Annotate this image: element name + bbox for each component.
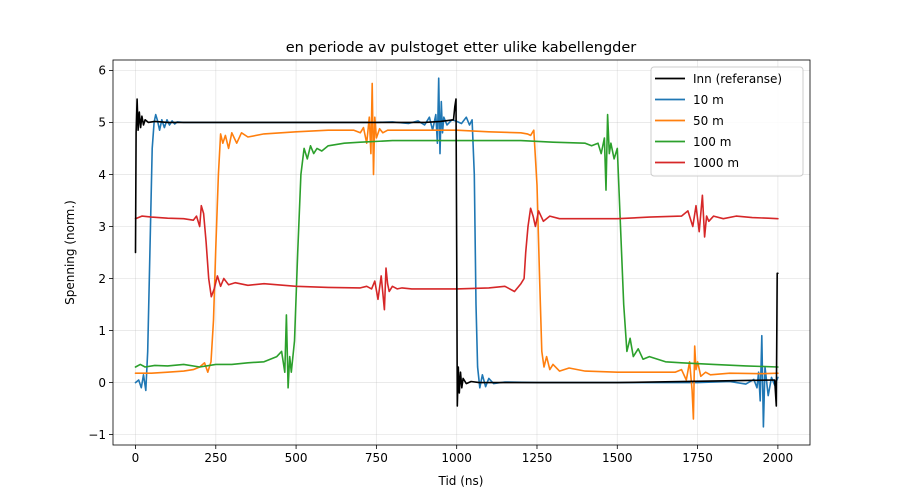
y-axis-ticks: −1 0 1 2 3 4 5 6 [88, 64, 113, 442]
y-tick-label: 4 [98, 168, 106, 182]
plot-frame [112, 59, 811, 446]
legend-label: 100 m [693, 135, 731, 149]
x-tick-label: 2000 [763, 451, 794, 465]
y-tick-label: 3 [98, 220, 106, 234]
y-tick-label: 1 [98, 324, 106, 338]
y-tick-label: 5 [98, 116, 106, 130]
series-line [134, 98, 779, 407]
y-axis-label: Spenning (norm.) [63, 200, 77, 305]
x-tick-label: 500 [285, 451, 308, 465]
x-tick-label: 0 [132, 451, 140, 465]
series-line [134, 113, 779, 389]
legend-label: Inn (referanse) [693, 72, 782, 86]
x-tick-label: 250 [204, 451, 227, 465]
series-line [134, 82, 779, 420]
chart-title: en periode av pulstoget etter ulike kabe… [286, 40, 637, 56]
x-tick-label: 1250 [522, 451, 553, 465]
y-tick-label: 6 [98, 64, 106, 78]
series-line [134, 194, 779, 311]
legend-label: 1000 m [693, 156, 739, 170]
legend-label: 50 m [693, 114, 724, 128]
series-lines [134, 77, 779, 428]
x-tick-label: 1500 [602, 451, 633, 465]
legend-label: 10 m [693, 93, 724, 107]
y-tick-label: −1 [88, 428, 106, 442]
x-axis-label: Tid (ns) [438, 474, 484, 488]
x-tick-label: 750 [365, 451, 388, 465]
x-axis-ticks: 0 250 500 750 1000 1250 1500 1750 2000 [132, 445, 793, 465]
series-line [134, 77, 779, 428]
legend-box [650, 66, 804, 177]
y-tick-label: 2 [98, 272, 106, 286]
y-tick-label: 0 [98, 376, 106, 390]
legend: Inn (referanse) 10 m 50 m 100 m 1000 m [650, 66, 804, 177]
x-tick-label: 1750 [682, 451, 713, 465]
x-tick-label: 1000 [441, 451, 472, 465]
